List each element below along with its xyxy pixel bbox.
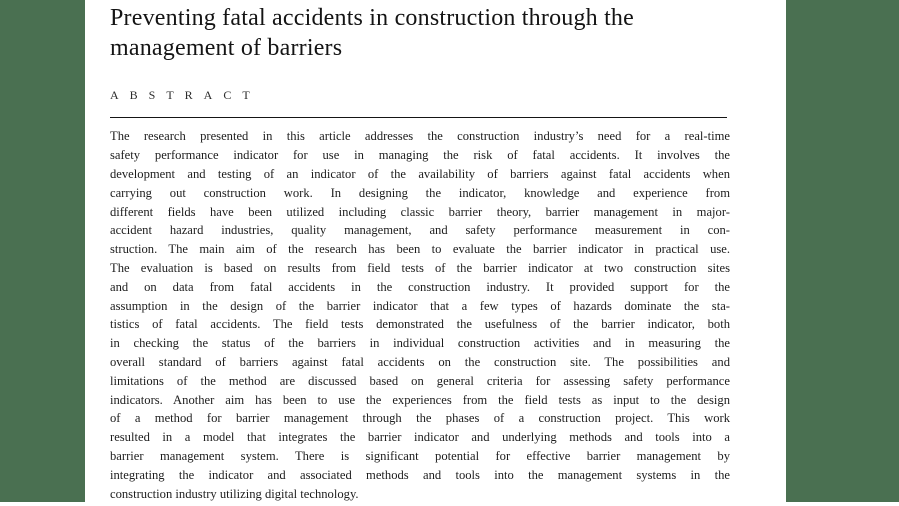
abstract-line: The evaluation is based on results from … [110, 260, 730, 275]
title-line: management of barriers [110, 35, 343, 61]
abstract-line: carrying out construction work. In desig… [110, 185, 730, 200]
title-line: Preventing fatal accidents in constructi… [110, 5, 634, 31]
abstract-line: tistics of fatal accidents. The field te… [110, 317, 730, 332]
abstract-line: different fields have been utilized incl… [110, 204, 730, 219]
right-margin-band [786, 0, 899, 502]
abstract-line: integrating the indicator and associated… [110, 467, 730, 482]
abstract-line: indicators. Another aim has been to use … [110, 392, 730, 407]
section-divider [110, 117, 727, 119]
abstract-line: overall standard of barriers against fat… [110, 354, 730, 369]
page-title: Preventing fatal accidents in constructi… [110, 3, 730, 63]
document-page: Preventing fatal accidents in constructi… [85, 0, 786, 506]
abstract-line: struction. The main aim of the research … [110, 242, 730, 257]
page-content: Preventing fatal accidents in constructi… [85, 0, 730, 503]
abstract-line: barrier management system. There is sign… [110, 448, 730, 463]
abstract-section-label: ABSTRACT [110, 88, 261, 102]
abstract-line: of a method for barrier management throu… [110, 411, 730, 426]
abstract-line: The research presented in this article a… [110, 129, 730, 144]
abstract-line: development and testing of an indicator … [110, 166, 730, 181]
abstract-line: accident hazard industries, quality mana… [110, 223, 730, 238]
abstract-line: safety performance indicator for use in … [110, 148, 730, 163]
abstract-line: and on data from fatal accidents in the … [110, 279, 730, 294]
abstract-line: assumption in the design of the barrier … [110, 298, 730, 313]
abstract-line: in checking the status of the barriers i… [110, 336, 730, 351]
left-margin-band [0, 0, 85, 502]
abstract-line: resulted in a model that integrates the … [110, 430, 730, 445]
abstract-text: The research presented in this article a… [110, 127, 730, 503]
abstract-line: limitations of the method are discussed … [110, 373, 730, 388]
abstract-line: construction industry utilizing digital … [110, 486, 359, 501]
